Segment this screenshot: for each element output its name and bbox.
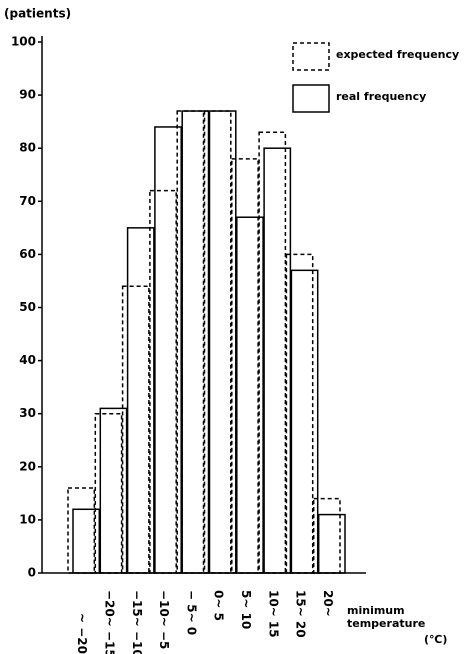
y-tick-label: 70 (19, 194, 36, 208)
bar (231, 158, 259, 574)
y-tick-label: 100 (11, 35, 36, 49)
legend-label: real frequency (336, 90, 426, 103)
y-tick-label: 20 (19, 459, 36, 473)
bar (72, 508, 101, 574)
bar (176, 110, 205, 574)
x-tick-label: 10~ 15 (266, 590, 280, 638)
x-tick-label: 0~ 5 (212, 590, 226, 621)
x-tick-label: 15~ 20 (294, 590, 308, 638)
x-tick-label: ~ −20 (75, 613, 89, 654)
bar (126, 227, 155, 574)
bar (99, 407, 128, 574)
bar (154, 126, 182, 574)
bar (317, 513, 346, 574)
bar (121, 285, 150, 574)
y-tick-label: 60 (19, 247, 36, 261)
x-tick-label: 20~ (321, 590, 335, 617)
bar (258, 131, 287, 574)
bar (263, 147, 292, 574)
y-tick-label: 90 (19, 88, 36, 102)
bar (181, 110, 210, 574)
bar (236, 216, 264, 574)
y-tick-label: 50 (19, 300, 36, 314)
y-tick-label: 80 (19, 141, 36, 155)
x-tick-label: −10~ −5 (157, 590, 171, 649)
legend-swatch (292, 84, 330, 113)
bar (290, 269, 319, 574)
x-tick-label: −15~ −10 (130, 590, 144, 654)
y-tick-label: 40 (19, 353, 36, 367)
y-tick-label: 10 (19, 512, 36, 526)
legend-swatch (292, 42, 330, 71)
x-axis-unit: (℃) (424, 633, 448, 646)
x-tick-label: − 5~ 0 (184, 590, 198, 635)
y-tick-label: 30 (19, 406, 36, 420)
legend-label: expected frequency (336, 48, 459, 61)
bar (208, 110, 237, 574)
y-tick-label: 0 (28, 566, 36, 580)
x-tick-label: −20~ −15 (102, 590, 116, 654)
bar (203, 110, 232, 574)
x-tick-label: 5~ 10 (239, 590, 253, 629)
bar (67, 487, 96, 574)
x-axis-label: minimum temperature (347, 604, 426, 630)
y-axis-label: (patients) (4, 7, 71, 21)
